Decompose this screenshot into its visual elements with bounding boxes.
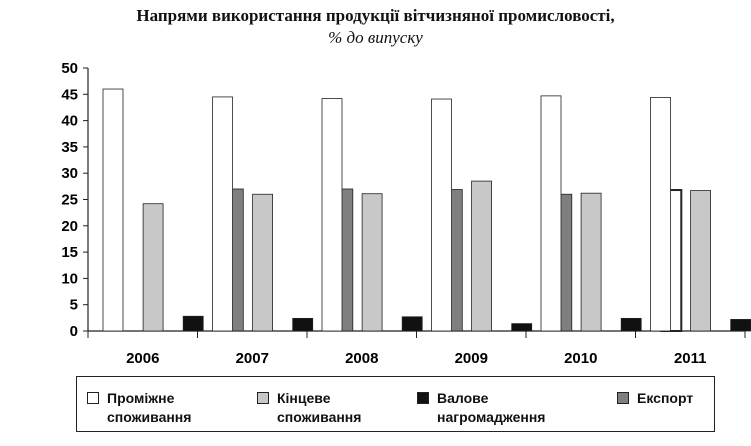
- legend-item-export: Експорт: [617, 389, 693, 408]
- legend-label-intermediate: Проміжне споживання: [107, 390, 192, 425]
- y-tick-label: 10: [61, 270, 78, 287]
- y-tick-label: 35: [61, 139, 78, 156]
- bar-intermediate-2010: [540, 95, 562, 332]
- legend-label-gross: Валове нагромадження: [437, 390, 546, 425]
- legend-label-final: Кінцеве споживання: [277, 390, 362, 425]
- x-tick-label: 2006: [126, 350, 159, 367]
- chart-title: Напрями використання продукції вітчизнян…: [136, 6, 615, 25]
- x-tick-label: 2010: [564, 350, 597, 367]
- bar-chart: 0 5 10 15 20 25 30 35 40 45 50 2006 2007 2008 2009 2010…: [61, 60, 751, 367]
- bar-intermediate-2011: [650, 97, 671, 332]
- bar-final-2006: [142, 203, 164, 332]
- chart-subtitle: % до випуску: [328, 28, 423, 47]
- legend: Проміжне споживання Кінцеве споживання Вал…: [76, 376, 715, 432]
- bar-intermediate-2009: [431, 98, 452, 332]
- bar-gross-2006: [182, 315, 204, 332]
- y-tick-label: 25: [61, 192, 78, 209]
- bar-gross-2007: [292, 317, 314, 332]
- legend-item-gross: Валове нагромадження: [417, 389, 545, 427]
- y-tick-label: 5: [70, 297, 78, 314]
- bar-final-2008: [361, 193, 383, 332]
- legend-swatch-intermediate: [87, 392, 99, 404]
- y-tick-label: 30: [61, 165, 78, 182]
- bar-final-2009: [471, 180, 493, 332]
- legend-label-export: Експорт: [637, 390, 694, 406]
- bar-gross-2009: [511, 323, 533, 332]
- legend-item-final: Кінцеве споживання: [257, 389, 361, 427]
- y-tick-label: 0: [70, 323, 78, 340]
- legend-swatch-export: [617, 392, 629, 404]
- x-tick-label: 2011: [674, 350, 707, 367]
- x-tick-label: 2007: [236, 350, 269, 367]
- bar-intermediate-2008: [321, 98, 343, 332]
- x-tick-label: 2009: [455, 350, 488, 367]
- legend-item-intermediate: Проміжне споживання: [87, 389, 191, 427]
- bar-final-2007: [252, 193, 274, 332]
- legend-swatch-gross: [417, 392, 429, 404]
- y-tick-label: 40: [61, 113, 78, 130]
- bar-gross-2011: [730, 319, 751, 332]
- bar-final-2011: [690, 190, 711, 332]
- bar-gross-2010: [620, 317, 642, 332]
- y-tick-label: 20: [61, 218, 78, 235]
- x-tick-label: 2008: [345, 350, 378, 367]
- y-tick-label: 45: [61, 86, 78, 103]
- bar-intermediate-2006: [102, 88, 124, 332]
- y-tick-label: 50: [61, 60, 78, 77]
- legend-swatch-final: [257, 392, 269, 404]
- bar-intermediate-2007: [212, 96, 233, 332]
- y-tick-label: 15: [61, 244, 78, 261]
- bar-final-2010: [580, 192, 602, 332]
- bar-gross-2008: [401, 316, 423, 332]
